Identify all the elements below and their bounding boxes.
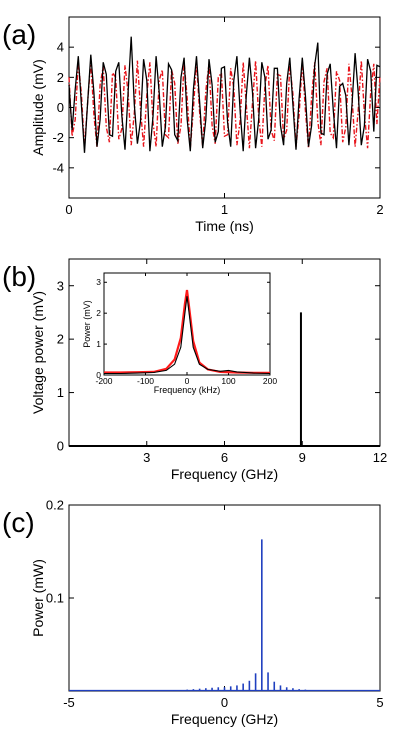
- y-tick-label: 0: [57, 439, 64, 454]
- x-tick-label: 6: [221, 450, 228, 465]
- y-axis-label: Voltage power (mV): [30, 291, 46, 414]
- x-tick-label: 0: [221, 695, 228, 710]
- x-tick-label: 9: [299, 450, 306, 465]
- y-tick-label: 0.2: [46, 498, 64, 513]
- x-tick-label: 5: [376, 695, 383, 710]
- inset-y-tick-label: 3: [96, 277, 101, 287]
- inset-x-tick-label: 100: [221, 376, 235, 386]
- x-tick-label: 3: [143, 450, 150, 465]
- x-axis-label: Frequency (GHz): [171, 466, 278, 482]
- inset-x-tick-label: 200: [263, 376, 277, 386]
- inset-x-axis-label: Frequency (kHz): [154, 385, 221, 395]
- inset-y-tick-label: 0: [96, 370, 101, 380]
- y-tick-label: 4: [57, 40, 64, 55]
- inset-series-line: [104, 289, 270, 374]
- y-tick-label: 0.1: [46, 591, 64, 606]
- panel-a: 0 1 2 -4 -2 0 2 4 Time (ns) Amplitude (mV) (a): [2, 16, 384, 234]
- y-tick-label: 3: [57, 278, 64, 293]
- inset-background: [104, 273, 270, 375]
- y-tick-label: 0: [57, 100, 64, 115]
- y-tick-label: -4: [52, 160, 64, 175]
- x-tick-label: 1: [221, 202, 228, 217]
- x-tick-label: 12: [373, 450, 387, 465]
- panel-c: -5 0 5 0.1 0.2 Frequency (GHz) Power (mW) (c): [2, 498, 384, 727]
- panel-label: (b): [2, 261, 36, 292]
- x-axis-label: Frequency (GHz): [171, 711, 278, 727]
- y-tick-label: -2: [52, 130, 64, 145]
- inset-x-tick-label: 0: [185, 376, 190, 386]
- y-tick-label: 1: [57, 385, 64, 400]
- inset-y-tick-label: 2: [96, 308, 101, 318]
- x-tick-label: 2: [376, 202, 383, 217]
- series-line-measured: [68, 36, 381, 153]
- x-tick-label: 0: [65, 202, 72, 217]
- inset-y-tick-label: 1: [96, 339, 101, 349]
- y-tick-label: 2: [57, 70, 64, 85]
- inset-series-line: [104, 296, 271, 375]
- axes-frame: [68, 504, 381, 692]
- y-tick-label: 2: [57, 332, 64, 347]
- inset-x-tick-label: -100: [137, 376, 154, 386]
- inset-y-axis-label: Power (mV): [82, 300, 92, 348]
- y-axis-label: Amplitude (mV): [30, 59, 46, 155]
- panel-label: (a): [2, 19, 36, 50]
- panel-label: (c): [2, 507, 35, 538]
- inset-x-tick-label: -200: [95, 376, 112, 386]
- x-tick-label: -5: [63, 695, 75, 710]
- y-axis-label: Power (mW): [30, 559, 46, 637]
- series-line-reference: [68, 60, 381, 149]
- x-axis-label: Time (ns): [195, 218, 254, 234]
